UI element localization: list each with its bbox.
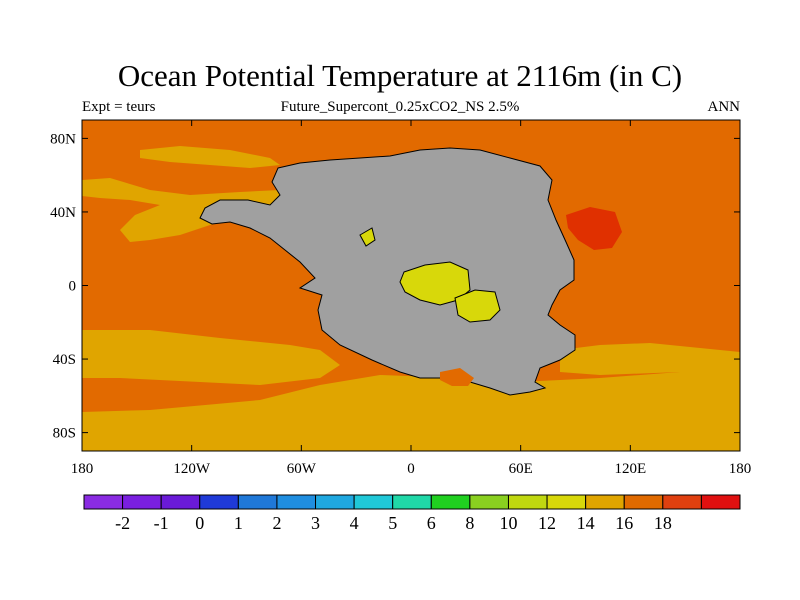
colorbar-label: 3 (311, 513, 320, 533)
inland-sea-south (454, 289, 501, 323)
colorbar-swatch (623, 494, 664, 510)
colorbar-label: 8 (465, 513, 474, 533)
northern-band (82, 178, 300, 242)
colorbar-swatch (507, 494, 548, 510)
lat-tick-label: 80N (50, 131, 76, 147)
colorbar-label: 6 (427, 513, 436, 533)
colorbar-swatch (83, 494, 124, 510)
colorbar-label: 0 (195, 513, 204, 533)
colorbar-swatch (392, 494, 432, 510)
colorbar-label: -2 (115, 513, 130, 533)
lon-tick-label: 60E (509, 461, 533, 477)
case-label: Future_Supercont_0.25xCO2_NS 2.5% (280, 99, 520, 115)
small-lake (359, 227, 376, 247)
colorbar-swatch (199, 494, 239, 510)
colorbar-label: 12 (538, 513, 556, 533)
lon-tick-label: 180 (729, 461, 752, 477)
supercontinent-land (199, 147, 576, 396)
experiment-label: Expt = teurs (82, 99, 156, 115)
plot-title: Ocean Potential Temperature at 2116m (in… (117, 58, 683, 93)
lat-tick-label: 40S (53, 352, 76, 368)
colorbar-swatch (546, 494, 587, 510)
colorbar-swatch (353, 494, 394, 510)
southern-warm-patch (440, 368, 474, 386)
lon-tick-label: 120E (614, 461, 646, 477)
colorbar-label: 10 (499, 513, 517, 533)
latitude-axis: 80N 40N 0 40S 80S (50, 131, 740, 442)
colorbar-label: 1 (234, 513, 243, 533)
colorbar-swatch (585, 494, 625, 510)
colorbar-swatch (315, 494, 355, 510)
colorbar-swatch (700, 494, 741, 510)
colorbar-swatch (122, 494, 162, 510)
colorbar-label: 14 (577, 513, 595, 533)
colorbar-label: 5 (388, 513, 397, 533)
lat-tick-label: 0 (69, 279, 77, 295)
eastern-warm-patch (566, 207, 622, 250)
colorbar-swatch (430, 494, 471, 510)
southern-ocean-band (82, 372, 740, 451)
lat-tick-label: 80S (53, 426, 76, 442)
eastern-band (560, 343, 740, 375)
lon-tick-label: 180 (71, 461, 94, 477)
lon-tick-label: 60W (287, 461, 317, 477)
colorbar-swatch (237, 494, 278, 510)
northern-stripe (140, 146, 280, 168)
season-label: ANN (707, 99, 741, 115)
colorbar-label: 4 (350, 513, 359, 533)
southern-tongue (82, 330, 340, 385)
colorbar-label: -1 (154, 513, 169, 533)
colorbar: -2 -1 0 1 2 3 4 5 6 8 10 12 14 16 18 (83, 494, 741, 533)
map-field (82, 120, 740, 451)
colorbar-swatch (276, 494, 317, 510)
colorbar-label: 16 (615, 513, 633, 533)
colorbar-swatch (662, 494, 702, 510)
colorbar-label: 2 (272, 513, 281, 533)
lon-tick-label: 0 (407, 461, 415, 477)
colorbar-label: 18 (654, 513, 672, 533)
colorbar-swatch (469, 494, 509, 510)
colorbar-swatch (160, 494, 201, 510)
lat-tick-label: 40N (50, 205, 76, 221)
lon-tick-label: 120W (173, 461, 211, 477)
longitude-axis: 180 120W 60W 0 60E 120E 180 (71, 120, 752, 477)
